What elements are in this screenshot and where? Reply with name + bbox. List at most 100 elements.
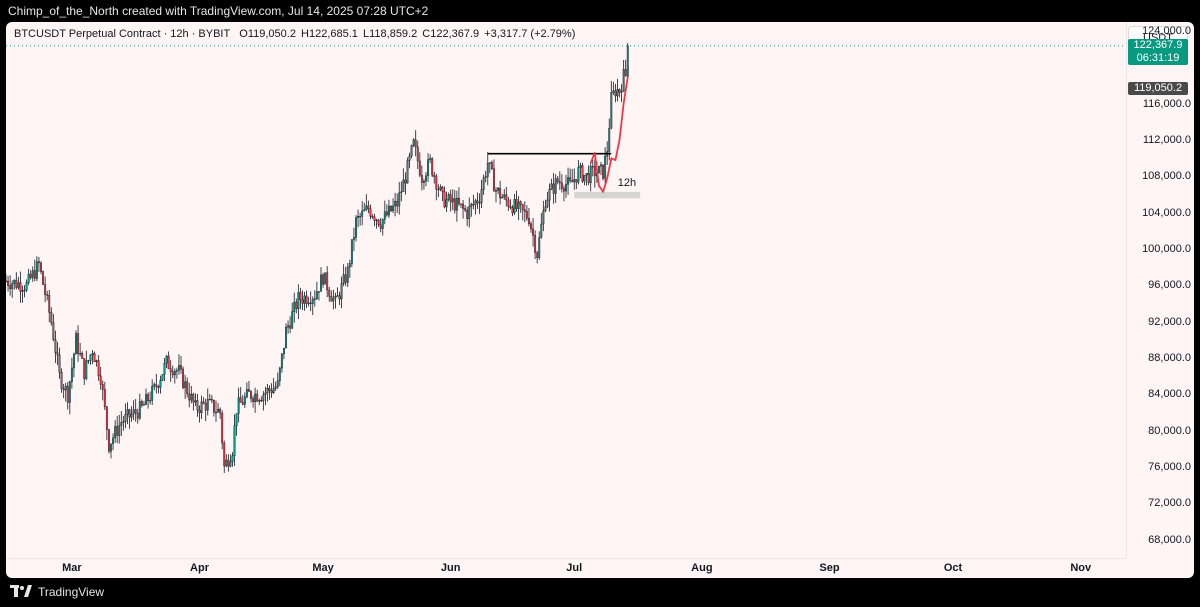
candle-body <box>385 211 388 216</box>
candle-body <box>363 209 366 212</box>
candle-body <box>46 294 49 296</box>
price-tick-label: 104,000.0 <box>1142 206 1191 219</box>
candle-body <box>544 206 547 211</box>
price-axis[interactable]: 124,000.0 116,000.0 112,000.0 108,000.0 104,… <box>1126 22 1194 558</box>
candle-body <box>274 386 277 389</box>
candle-body <box>624 69 627 77</box>
candle-body <box>443 191 446 208</box>
candle-body <box>464 208 467 211</box>
candle-body <box>620 90 623 93</box>
candle-body <box>326 272 329 291</box>
candle-body <box>462 203 465 209</box>
candle-body <box>227 459 230 467</box>
candle-body <box>221 413 224 444</box>
candle-body <box>124 414 127 422</box>
candle-body <box>200 401 203 413</box>
candle-body <box>161 374 164 381</box>
candle-body <box>562 188 565 192</box>
candle-body <box>503 194 506 198</box>
candle-body <box>468 206 471 219</box>
candle-body <box>243 396 246 405</box>
candle-body <box>346 266 349 283</box>
candle-body <box>68 381 71 403</box>
candle-body <box>241 402 244 405</box>
candle-body <box>116 426 119 436</box>
candle-body <box>126 409 129 415</box>
candle-body <box>301 299 304 304</box>
candle-body <box>217 409 220 413</box>
candle-body <box>103 389 106 408</box>
candle-body <box>239 397 242 403</box>
candle-body <box>75 333 77 355</box>
candle-body <box>359 216 362 218</box>
candle-body <box>307 302 310 304</box>
candle-body <box>515 198 518 209</box>
candle-body <box>237 397 240 414</box>
candle-body <box>149 400 152 402</box>
candle-body <box>342 274 345 284</box>
candle-body <box>64 385 67 391</box>
candle-body <box>204 403 207 411</box>
symbol-name[interactable]: BTCUSDT Perpetual Contract · 12h · BYBIT <box>14 28 231 40</box>
candle-body <box>484 176 487 178</box>
candle-body <box>577 167 580 183</box>
candle-body <box>250 391 252 399</box>
candle-body <box>406 160 409 184</box>
candlestick-plot[interactable]: 12h <box>6 22 1126 558</box>
candle-body <box>177 365 180 371</box>
candle-body <box>291 311 294 329</box>
time-tick-label: Jun <box>440 562 461 574</box>
candle-body <box>525 211 528 219</box>
candle-body <box>396 201 399 207</box>
candle-body <box>66 385 69 403</box>
candle-body <box>77 333 80 354</box>
candle-body <box>476 200 479 203</box>
candle-body <box>264 392 267 395</box>
candle-body <box>155 384 158 387</box>
candle-body <box>79 353 82 355</box>
candle-body <box>480 189 483 204</box>
candle-body <box>6 280 7 282</box>
candle-body <box>497 187 500 191</box>
candle-body <box>361 210 364 217</box>
candle-body <box>435 176 438 190</box>
candle-body <box>175 370 178 372</box>
candle-body <box>408 155 411 161</box>
candle-body <box>556 178 559 182</box>
candle-body <box>315 291 318 299</box>
price-tick-label: 96,000.0 <box>1148 279 1191 292</box>
candle-body <box>400 191 403 193</box>
candle-body <box>266 388 269 394</box>
candle-body <box>420 174 423 183</box>
candle-body <box>422 180 425 183</box>
header-caption: Chimp_of_the_North created with TradingV… <box>0 0 1200 22</box>
candle-body <box>11 283 14 289</box>
candle-body <box>83 358 86 379</box>
candle-body <box>583 174 586 182</box>
candle-body <box>188 393 191 401</box>
chart-panel[interactable]: 12h BTCUSDT Perpetual Contract · 12h · B… <box>6 22 1194 578</box>
candle-body <box>23 289 26 292</box>
time-tick-label: Apr <box>190 562 209 574</box>
candle-body <box>159 380 162 388</box>
price-tick-label: 76,000.0 <box>1148 461 1191 474</box>
candle-body <box>142 404 145 406</box>
price-tick-label: 72,000.0 <box>1148 497 1191 510</box>
candle-body <box>196 400 199 411</box>
time-tick-label: Sep <box>819 562 840 574</box>
candle-body <box>260 400 263 402</box>
candle-body <box>140 401 143 406</box>
candle-body <box>287 325 290 328</box>
tradingview-logo-icon <box>10 579 32 607</box>
time-axis[interactable]: Mar Apr May Jun Jul Aug Sep Oct Nov <box>6 558 1126 578</box>
candle-body <box>455 197 458 211</box>
candle-body <box>377 219 380 226</box>
candle-body <box>165 355 168 364</box>
candle-body <box>550 183 553 190</box>
legend-high: H122,685.1 <box>301 28 358 40</box>
candle-body <box>272 388 275 393</box>
candle-body <box>410 145 413 157</box>
candle-body <box>425 175 427 182</box>
price-tick-label: 92,000.0 <box>1148 315 1191 328</box>
price-tick-label: 68,000.0 <box>1148 533 1191 546</box>
